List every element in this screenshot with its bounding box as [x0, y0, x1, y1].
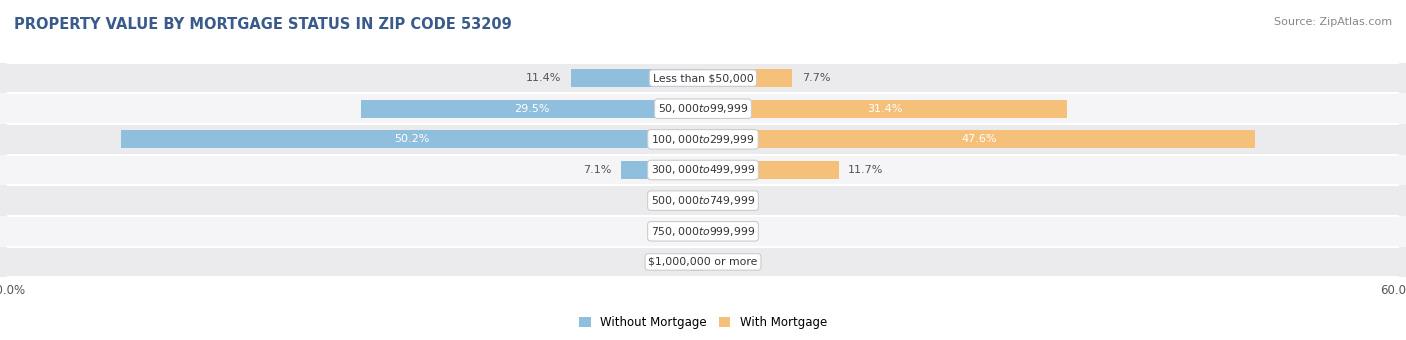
- Text: 1.0%: 1.0%: [654, 257, 682, 267]
- Text: 0.0%: 0.0%: [713, 226, 741, 236]
- Bar: [0, 124, 1406, 155]
- Text: 1.6%: 1.6%: [731, 195, 759, 206]
- Bar: [361, 100, 703, 118]
- Text: $100,000 to $299,999: $100,000 to $299,999: [651, 133, 755, 146]
- Text: 50.2%: 50.2%: [394, 134, 430, 144]
- Legend: Without Mortgage, With Mortgage: Without Mortgage, With Mortgage: [574, 311, 832, 334]
- Text: 11.4%: 11.4%: [526, 73, 561, 83]
- Text: $500,000 to $749,999: $500,000 to $749,999: [651, 194, 755, 207]
- Bar: [696, 192, 703, 209]
- Bar: [0, 155, 1406, 185]
- Text: 0.0%: 0.0%: [713, 257, 741, 267]
- Bar: [703, 131, 1256, 148]
- Text: 0.2%: 0.2%: [664, 226, 692, 236]
- Text: 0.55%: 0.55%: [652, 195, 688, 206]
- Text: 7.1%: 7.1%: [583, 165, 612, 175]
- Text: Less than $50,000: Less than $50,000: [652, 73, 754, 83]
- Bar: [703, 69, 793, 87]
- Bar: [571, 69, 703, 87]
- Bar: [703, 161, 839, 179]
- Bar: [703, 192, 721, 209]
- Text: $750,000 to $999,999: $750,000 to $999,999: [651, 225, 755, 238]
- Bar: [692, 253, 703, 271]
- Text: 47.6%: 47.6%: [962, 134, 997, 144]
- Bar: [703, 100, 1067, 118]
- Bar: [700, 222, 703, 240]
- Bar: [0, 246, 1406, 277]
- Bar: [0, 185, 1406, 216]
- Bar: [121, 131, 703, 148]
- Text: 31.4%: 31.4%: [868, 104, 903, 114]
- Bar: [620, 161, 703, 179]
- Text: PROPERTY VALUE BY MORTGAGE STATUS IN ZIP CODE 53209: PROPERTY VALUE BY MORTGAGE STATUS IN ZIP…: [14, 17, 512, 32]
- Text: 7.7%: 7.7%: [801, 73, 830, 83]
- Text: Source: ZipAtlas.com: Source: ZipAtlas.com: [1274, 17, 1392, 27]
- Text: 11.7%: 11.7%: [848, 165, 883, 175]
- Text: $50,000 to $99,999: $50,000 to $99,999: [658, 102, 748, 115]
- Bar: [0, 63, 1406, 94]
- Bar: [0, 94, 1406, 124]
- Text: 29.5%: 29.5%: [515, 104, 550, 114]
- Text: $1,000,000 or more: $1,000,000 or more: [648, 257, 758, 267]
- Bar: [0, 216, 1406, 246]
- Text: $300,000 to $499,999: $300,000 to $499,999: [651, 164, 755, 176]
